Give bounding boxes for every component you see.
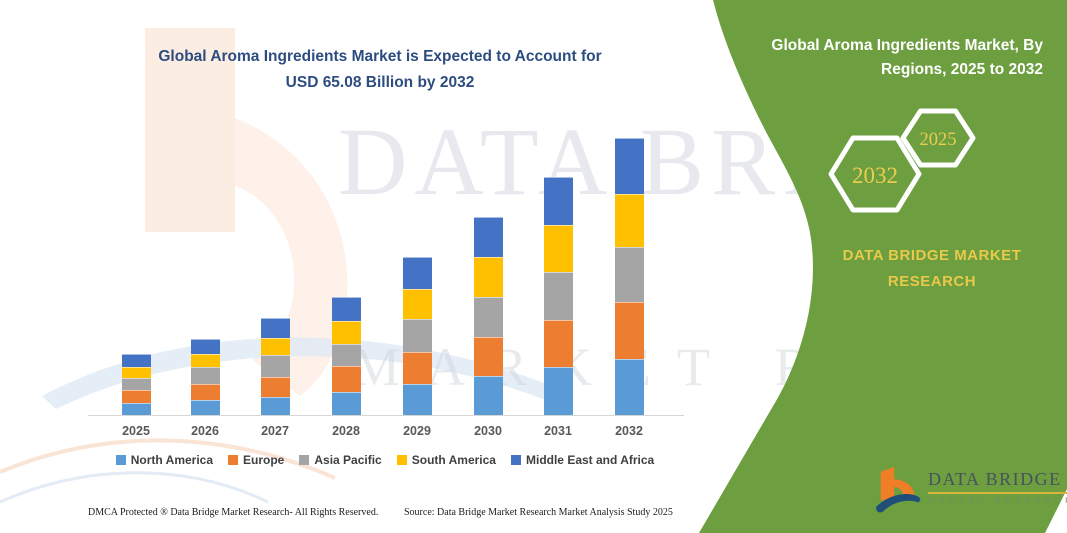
legend-label-europe: Europe [243, 453, 285, 467]
chart-legend: North America Europe Asia Pacific South Ame… [70, 453, 700, 467]
x-axis-label-2030: 2030 [474, 424, 502, 438]
bar-segment-south-america-2026 [190, 353, 220, 367]
legend-item-south-america: South America [396, 453, 496, 467]
bar-segment-north-america-2029 [402, 384, 432, 415]
bar-segment-asia-pacific-2032 [614, 247, 644, 303]
bar-2029 [402, 256, 432, 415]
bar-segment-middle-east-and-africa-2026 [190, 338, 220, 354]
x-axis-label-2031: 2031 [544, 424, 572, 438]
bar-2025 [121, 354, 151, 415]
x-axis-label-2032: 2032 [615, 424, 643, 438]
bar-segment-north-america-2032 [614, 358, 644, 415]
x-axis-label-2025: 2025 [122, 424, 150, 438]
chart-title-line1: Global Aroma Ingredients Market is Expec… [158, 48, 602, 65]
legend-swatch-asia-pacific [299, 455, 310, 465]
x-axis-labels: 2025 2026 2027 2028 2029 2030 2031 2032 [88, 424, 684, 442]
source-note: Source: Data Bridge Market Research Mark… [404, 507, 673, 518]
legend-label-north-america: North America [130, 453, 214, 467]
bar-segment-south-america-2031 [543, 225, 573, 273]
x-axis-label-2029: 2029 [403, 424, 431, 438]
bar-segment-europe-2029 [402, 351, 432, 385]
bar-2027 [260, 318, 290, 415]
bar-2026 [190, 338, 220, 415]
bar-segment-north-america-2027 [260, 397, 290, 415]
x-axis-label-2027: 2027 [261, 424, 289, 438]
bar-segment-middle-east-and-africa-2032 [614, 138, 644, 195]
bar-segment-south-america-2025 [121, 367, 151, 379]
bar-segment-north-america-2026 [190, 400, 220, 415]
bar-2031 [543, 176, 573, 415]
bar-segment-south-america-2029 [402, 288, 432, 320]
bar-segment-asia-pacific-2029 [402, 319, 432, 352]
company-logo: DATA BRIDGE MARKET RESEARCH [874, 463, 1067, 515]
bar-segment-europe-2028 [331, 366, 361, 392]
bar-segment-middle-east-and-africa-2030 [473, 217, 503, 258]
bar-segment-south-america-2027 [260, 337, 290, 356]
bar-segment-europe-2027 [260, 377, 290, 398]
bar-segment-asia-pacific-2026 [190, 366, 220, 384]
x-axis-label-2028: 2028 [332, 424, 360, 438]
side-panel-brand-line1: DATA BRIDGE MARKET [842, 247, 1022, 264]
bar-segment-south-america-2030 [473, 257, 503, 298]
x-axis-label-2026: 2026 [191, 424, 219, 438]
legend-item-middle-east-and-africa: Middle East and Africa [510, 453, 655, 467]
logo-subtitle-text: MARKET RESEARCH [928, 496, 1067, 505]
legend-label-asia-pacific: Asia Pacific [314, 453, 382, 467]
bar-segment-middle-east-and-africa-2031 [543, 176, 573, 226]
side-panel-brand-text: DATA BRIDGE MARKET RESEARCH [818, 243, 1046, 295]
bar-segment-europe-2032 [614, 302, 644, 359]
bar-segment-middle-east-and-africa-2025 [121, 354, 151, 368]
databridge-logo-icon [875, 466, 921, 513]
legend-swatch-south-america [396, 455, 407, 465]
bar-segment-middle-east-and-africa-2028 [331, 297, 361, 321]
bar-segment-europe-2025 [121, 389, 151, 403]
chart-title-line2: USD 65.08 Billion by 2032 [285, 74, 475, 91]
bar-chart [88, 116, 684, 416]
side-panel-title-line2: Regions, 2025 to 2032 [881, 61, 1043, 78]
bar-segment-europe-2031 [543, 319, 573, 367]
legend-item-europe: Europe [228, 453, 284, 467]
bar-2032 [614, 138, 644, 415]
logo-name-text: DATA BRIDGE [928, 469, 1067, 494]
bar-segment-south-america-2032 [614, 194, 644, 248]
dmca-notice: DMCA Protected ® Data Bridge Market Rese… [88, 507, 379, 518]
bar-segment-middle-east-and-africa-2029 [402, 256, 432, 289]
legend-swatch-europe [228, 455, 239, 465]
legend-swatch-north-america [115, 455, 126, 465]
bar-segment-middle-east-and-africa-2027 [260, 318, 290, 338]
bar-segment-asia-pacific-2031 [543, 272, 573, 320]
side-panel-title: Global Aroma Ingredients Market, By Regi… [713, 34, 1043, 82]
bar-segment-europe-2030 [473, 336, 503, 376]
bar-segment-north-america-2025 [121, 402, 151, 415]
bar-segment-asia-pacific-2025 [121, 378, 151, 390]
bar-segment-europe-2026 [190, 383, 220, 401]
bar-segment-south-america-2028 [331, 320, 361, 344]
bar-segment-asia-pacific-2027 [260, 355, 290, 378]
bar-segment-north-america-2031 [543, 366, 573, 415]
bar-segment-asia-pacific-2028 [331, 343, 361, 366]
bar-segment-north-america-2030 [473, 375, 503, 415]
legend-swatch-middle-east-and-africa [510, 455, 521, 465]
bar-2028 [331, 297, 361, 415]
legend-item-asia-pacific: Asia Pacific [299, 453, 382, 467]
side-panel-title-line1: Global Aroma Ingredients Market, By [771, 37, 1043, 54]
bar-2030 [473, 217, 503, 415]
legend-label-south-america: South America [411, 453, 496, 467]
side-panel-brand-line2: RESEARCH [887, 273, 977, 290]
bar-segment-north-america-2028 [331, 392, 361, 415]
bar-segment-asia-pacific-2030 [473, 297, 503, 337]
legend-item-north-america: North America [115, 453, 214, 467]
x-axis-line [88, 415, 684, 416]
legend-label-middle-east-and-africa: Middle East and Africa [525, 453, 655, 467]
chart-title: Global Aroma Ingredients Market is Expec… [60, 44, 700, 96]
